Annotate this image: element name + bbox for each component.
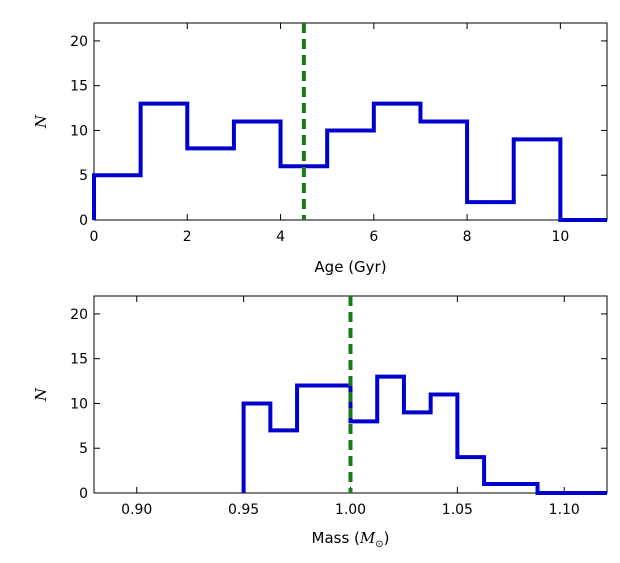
histogram-step-line xyxy=(92,101,607,222)
age-y-axis-label: N xyxy=(32,114,50,129)
x-tick-label: 1.00 xyxy=(335,502,366,518)
histogram-step-line xyxy=(241,374,607,495)
mass-x-axis-label-symbol: M xyxy=(359,529,376,547)
mass-y-ticks: 0 5 10 15 20 xyxy=(70,307,607,502)
x-tick-label: 0.90 xyxy=(121,502,152,518)
y-tick-label: 20 xyxy=(70,34,88,50)
x-tick-label: 0 xyxy=(90,229,99,245)
y-tick-label: 0 xyxy=(79,213,88,229)
y-tick-label: 5 xyxy=(79,441,88,457)
y-tick-label: 20 xyxy=(70,307,88,323)
age-y-ticks: 0 5 10 15 20 xyxy=(70,34,607,229)
mass-x-axis-label-close: ) xyxy=(384,529,390,547)
x-tick-label: 6 xyxy=(369,229,378,245)
mass-y-axis-label: N xyxy=(32,387,50,402)
x-tick-label: 10 xyxy=(551,229,569,245)
age-histogram-panel: 0 5 10 15 20 0 2 4 6 8 10 Age (Gyr) N xyxy=(32,22,608,276)
x-tick-label: 2 xyxy=(183,229,192,245)
mass-histogram xyxy=(241,374,607,495)
y-tick-label: 10 xyxy=(70,396,88,412)
x-tick-label: 4 xyxy=(276,229,285,245)
y-tick-label: 10 xyxy=(70,123,88,139)
age-histogram xyxy=(92,101,607,222)
y-tick-label: 5 xyxy=(79,168,88,184)
y-tick-label: 15 xyxy=(70,79,88,95)
mass-x-axis-label-main: Mass ( xyxy=(312,529,360,547)
y-tick-label: 15 xyxy=(70,352,88,368)
age-x-ticks: 0 2 4 6 8 10 xyxy=(90,23,569,245)
age-plot-frame xyxy=(93,22,608,221)
x-tick-label: 1.10 xyxy=(549,502,580,518)
x-tick-label: 8 xyxy=(463,229,472,245)
mass-x-ticks: 0.90 0.95 1.00 1.05 1.10 xyxy=(121,296,580,518)
mass-x-axis-label-subscript: ⊙ xyxy=(375,539,383,550)
age-x-axis-label: Age (Gyr) xyxy=(314,258,386,276)
mass-x-axis-label: Mass (M⊙) xyxy=(312,529,390,550)
x-tick-label: 0.95 xyxy=(228,502,259,518)
x-tick-label: 1.05 xyxy=(442,502,473,518)
y-tick-label: 0 xyxy=(79,486,88,502)
